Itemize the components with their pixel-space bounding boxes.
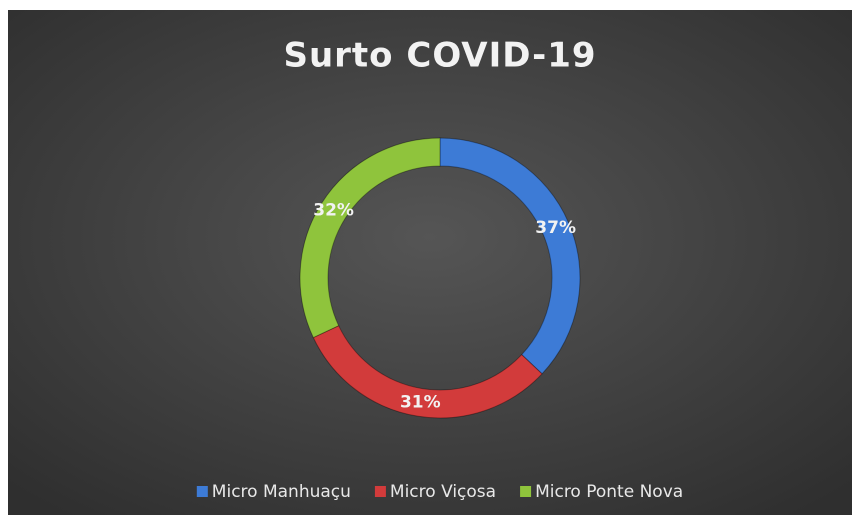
legend-marker <box>196 486 208 497</box>
donut-slice <box>299 137 441 339</box>
data-label: 37% <box>535 218 576 238</box>
chart-background <box>8 10 852 515</box>
legend-label: Micro Ponte Nova <box>535 482 683 502</box>
legend-marker <box>520 486 532 497</box>
data-label: 31% <box>400 392 441 412</box>
data-labels: 37% 31% 32% <box>313 200 576 412</box>
legend: Micro Manhuaçu Micro Viçosa Micro Ponte No… <box>196 482 683 502</box>
donut-slice <box>312 325 543 419</box>
data-label: 32% <box>313 200 354 220</box>
donut <box>299 137 581 419</box>
legend-marker <box>374 486 386 497</box>
legend-label: Micro Viçosa <box>390 482 496 502</box>
chart-title: Surto COVID-19 <box>283 36 596 76</box>
legend-label: Micro Manhuaçu <box>212 482 351 502</box>
donut-slice <box>439 137 581 375</box>
